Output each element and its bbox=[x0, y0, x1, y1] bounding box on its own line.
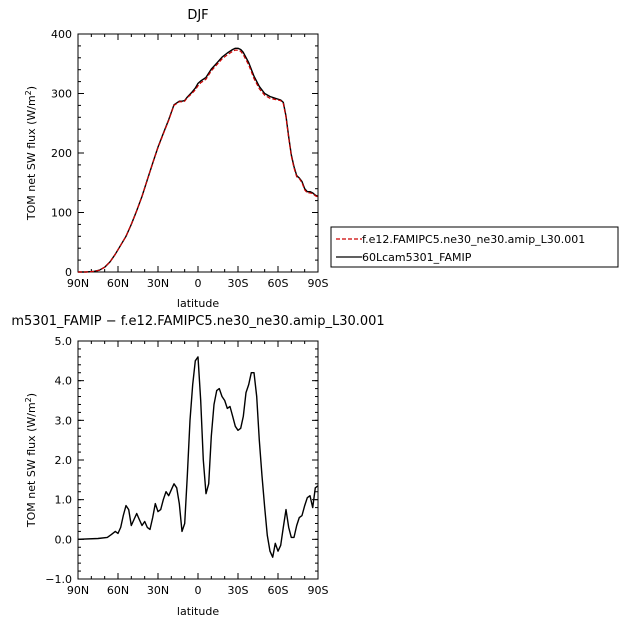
x-tick-label: 90S bbox=[308, 277, 329, 290]
top-chart-xlabel: latitude bbox=[177, 297, 219, 310]
bottom-chart: m5301_FAMIP − f.e12.FAMIPC5.ne30_ne30.am… bbox=[11, 314, 384, 618]
x-tick-label: 30N bbox=[147, 584, 169, 597]
x-tick-label: 0 bbox=[195, 277, 202, 290]
top-chart-ylabel: TOM net SW flux (W/m2) bbox=[24, 86, 38, 221]
x-tick-label: 60S bbox=[268, 277, 289, 290]
bottom-chart-ylabel: TOM net SW flux (W/m2) bbox=[24, 393, 38, 528]
y-tick-label: 0 bbox=[65, 266, 72, 279]
y-tick-label: 300 bbox=[51, 88, 72, 101]
y-tick-label: 2.0 bbox=[55, 454, 73, 467]
bottom-chart-title: m5301_FAMIP − f.e12.FAMIPC5.ne30_ne30.am… bbox=[11, 314, 384, 329]
y-tick-label: 200 bbox=[51, 147, 72, 160]
legend-label-1: 60Lcam5301_FAMIP bbox=[362, 251, 472, 264]
x-tick-label: 60N bbox=[107, 584, 129, 597]
top-chart-title: DJF bbox=[187, 8, 208, 23]
bottom-chart-marks: 90N 60N 30N 0 30S 60S 90S −1.0 0.0 1.0 2.0 3.0 4.0 5.… bbox=[45, 335, 328, 597]
x-tick-label: 90S bbox=[308, 584, 329, 597]
x-tick-label: 90N bbox=[67, 584, 89, 597]
legend: f.e12.FAMIPC5.ne30_ne30.amip_L30.001 60L… bbox=[330, 226, 619, 268]
y-tick-label: 0.0 bbox=[55, 533, 73, 546]
x-tick-label: 90N bbox=[67, 277, 89, 290]
x-tick-label: 30S bbox=[228, 584, 249, 597]
plot-frame-0 bbox=[77, 33, 319, 273]
bottom-chart-xlabel: latitude bbox=[177, 605, 219, 618]
x-tick-label: 30S bbox=[228, 277, 249, 290]
top-chart-marks: 90N 60N 30N 0 30S 60S 90S 0 100 200 300 400 bbox=[51, 28, 329, 290]
series-line-0-1 bbox=[78, 47, 319, 273]
y-tick-label: 4.0 bbox=[55, 375, 73, 388]
series-line-0-0 bbox=[78, 49, 319, 273]
series-line-1-0 bbox=[77, 356, 319, 558]
plot-frame-1 bbox=[77, 340, 319, 580]
x-tick-label: 60N bbox=[107, 277, 129, 290]
legend-label-0: f.e12.FAMIPC5.ne30_ne30.amip_L30.001 bbox=[362, 233, 585, 246]
y-tick-label: 100 bbox=[51, 207, 72, 220]
x-tick-label: 60S bbox=[268, 584, 289, 597]
y-tick-label: 1.0 bbox=[55, 494, 73, 507]
x-tick-label: 0 bbox=[195, 584, 202, 597]
x-tick-label: 30N bbox=[147, 277, 169, 290]
legend-box bbox=[330, 226, 619, 268]
y-tick-label: 3.0 bbox=[55, 414, 73, 427]
top-chart: DJF latitude TOM net SW flux (W/m2) 90N 6… bbox=[24, 8, 329, 310]
y-tick-label: 400 bbox=[51, 28, 72, 41]
y-tick-label: −1.0 bbox=[45, 573, 72, 586]
y-tick-label: 5.0 bbox=[55, 335, 73, 348]
